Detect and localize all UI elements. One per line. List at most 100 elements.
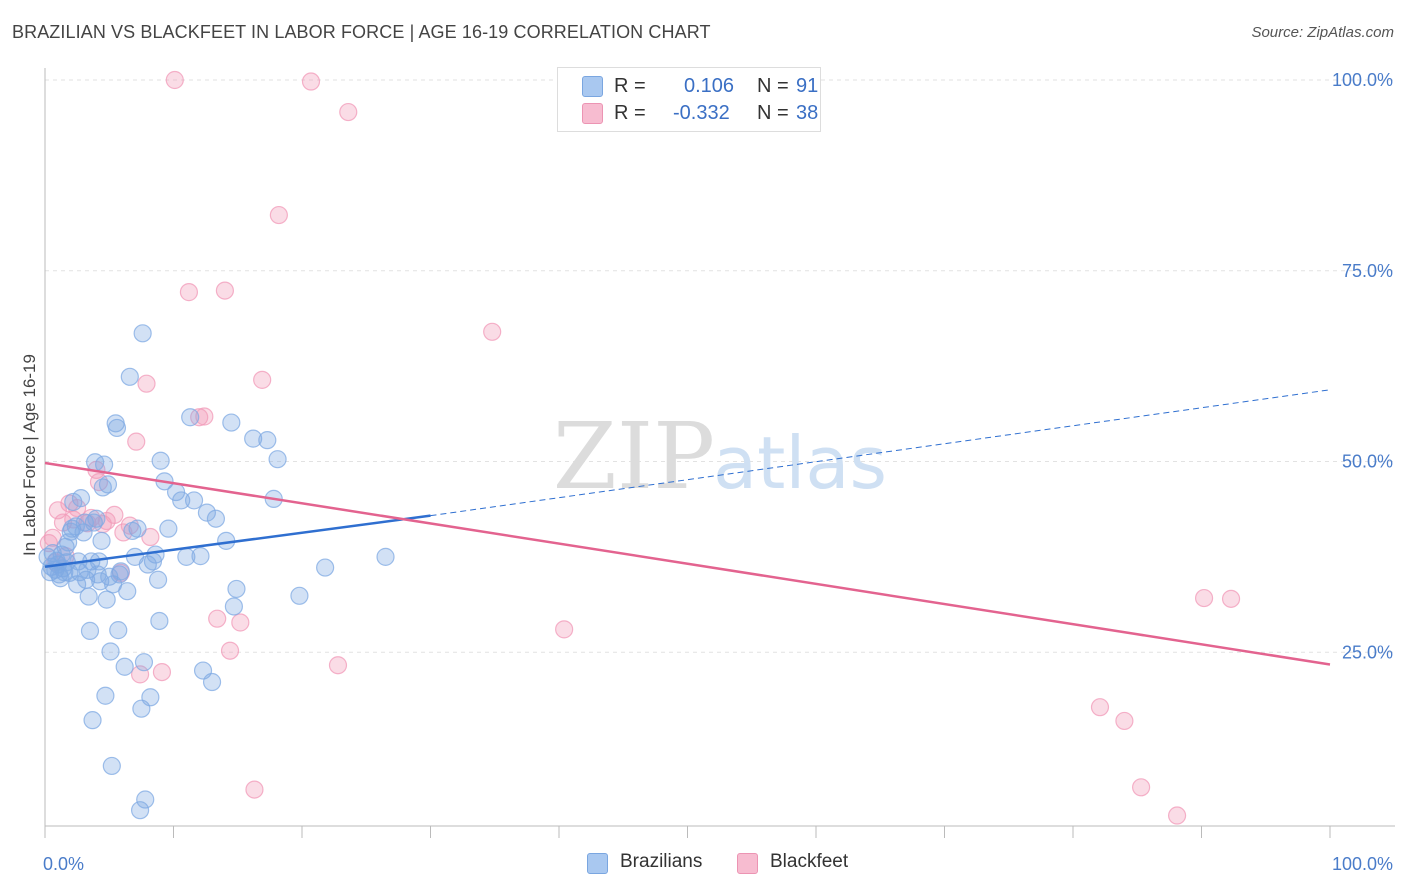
brazilians-point	[316, 558, 335, 577]
brazilians-point	[222, 413, 241, 432]
blackfeet-point	[328, 656, 348, 675]
watermark-zip: ZIP	[553, 403, 715, 510]
y-tick-label: 50.0%	[1342, 452, 1393, 472]
blackfeet-point	[137, 374, 156, 393]
blackfeet-point	[195, 407, 214, 426]
brazilians-point	[101, 642, 120, 661]
blackfeet-point	[269, 205, 288, 225]
grid-lines	[45, 79, 1395, 653]
blackfeet-point	[220, 641, 240, 660]
brazilians-point	[290, 586, 309, 605]
brazilians-point	[136, 790, 155, 809]
x-tick-label: 100.0%	[1332, 854, 1393, 874]
brazilians-trend-line	[44, 514, 431, 569]
legend-r-value: 0.106	[684, 75, 735, 97]
brazilians-point	[110, 565, 129, 584]
brazilians-trend-extension	[430, 389, 1331, 517]
brazilians-point	[128, 519, 147, 538]
blackfeet-point	[141, 527, 160, 547]
brazilians-point	[133, 324, 152, 343]
brazilians-point	[146, 545, 165, 564]
brazilians-point	[148, 570, 168, 589]
brazilians-point	[258, 431, 277, 450]
legend-swatch-brazilians	[582, 76, 603, 97]
brazilians-point	[141, 688, 160, 707]
brazilians-point	[134, 653, 154, 672]
brazilians-point	[202, 672, 222, 692]
brazilians-point	[118, 582, 137, 601]
x-tick-label: 0.0%	[43, 854, 84, 874]
brazilians-point	[102, 756, 121, 776]
legend-r-label: R =	[614, 75, 646, 97]
tick-labels: 25.0% 50.0% 75.0% 100.0% 0.0% 100.0%	[43, 70, 1393, 874]
brazilians-point	[107, 418, 127, 438]
brazilians-point	[159, 519, 178, 538]
legend-r-label: R =	[614, 102, 646, 124]
brazilians-point	[109, 621, 128, 640]
legend-n-value: 91	[796, 75, 819, 97]
brazilians-point	[92, 531, 111, 550]
blackfeet-point	[165, 70, 184, 90]
brazilians-point	[206, 509, 226, 528]
blackfeet-point	[127, 432, 146, 451]
blackfeet-point	[1132, 778, 1151, 797]
brazilians-point	[130, 801, 150, 820]
bottom-legend-swatch-blackfeet	[737, 853, 758, 874]
brazilians-points	[38, 324, 395, 820]
legend-n-value: 38	[796, 102, 819, 124]
blackfeet-point	[1221, 589, 1241, 608]
chart-source: Source: ZipAtlas.com	[1251, 24, 1394, 41]
legend-n-label: N =	[757, 102, 789, 124]
brazilians-point	[227, 579, 246, 599]
brazilians-point	[181, 408, 200, 427]
y-axis-label: In Labor Force | Age 16-19	[20, 354, 39, 556]
blackfeet-point	[483, 322, 502, 341]
brazilians-point	[61, 522, 80, 541]
brazilians-point	[80, 621, 100, 640]
blackfeet-point	[339, 102, 358, 122]
watermark: ZIP atlas	[553, 403, 887, 510]
brazilians-point	[59, 533, 78, 552]
correlation-legend: R = 0.106 N = 91 R = -0.332 N = 38	[557, 67, 821, 132]
brazilians-point	[268, 450, 287, 469]
brazilians-point	[244, 429, 263, 448]
blackfeet-point	[215, 281, 234, 300]
blackfeet-point	[152, 662, 172, 682]
chart-title: BRAZILIAN VS BLACKFEET IN LABOR FORCE | …	[12, 22, 711, 42]
blackfeet-point	[208, 609, 227, 628]
brazilians-point	[184, 491, 204, 510]
blackfeet-point	[253, 370, 272, 389]
brazilians-point	[83, 711, 102, 730]
blackfeet-point	[231, 613, 250, 632]
bottom-legend-swatch-brazilians	[587, 853, 608, 874]
blackfeet-point	[245, 780, 264, 799]
y-tick-label: 25.0%	[1342, 642, 1393, 662]
blackfeet-point	[555, 620, 574, 639]
brazilians-point	[79, 587, 98, 606]
blackfeet-points	[39, 70, 1241, 825]
brazilians-point	[96, 686, 115, 705]
y-tick-label: 75.0%	[1342, 261, 1393, 281]
blackfeet-point	[1167, 806, 1187, 825]
brazilians-point	[120, 367, 139, 386]
bottom-legend-label-brazilians: Brazilians	[620, 851, 703, 872]
blackfeet-point	[301, 72, 321, 91]
bottom-legend-label-blackfeet: Blackfeet	[770, 851, 849, 872]
legend-r-value: -0.332	[673, 102, 730, 124]
brazilians-point	[150, 611, 169, 631]
legend-swatch-blackfeet	[582, 103, 603, 124]
blackfeet-point	[1194, 588, 1214, 608]
brazilians-point	[93, 478, 112, 497]
brazilians-point	[87, 509, 106, 528]
blackfeet-point	[105, 505, 124, 525]
brazilians-point	[191, 547, 210, 566]
brazilians-point	[376, 547, 395, 566]
brazilians-point	[98, 475, 118, 494]
blackfeet-point	[179, 283, 199, 302]
brazilians-point	[97, 590, 116, 609]
axes	[44, 68, 1395, 838]
brazilians-point	[138, 555, 157, 574]
brazilians-point	[115, 657, 134, 676]
blackfeet-point	[1115, 711, 1134, 731]
